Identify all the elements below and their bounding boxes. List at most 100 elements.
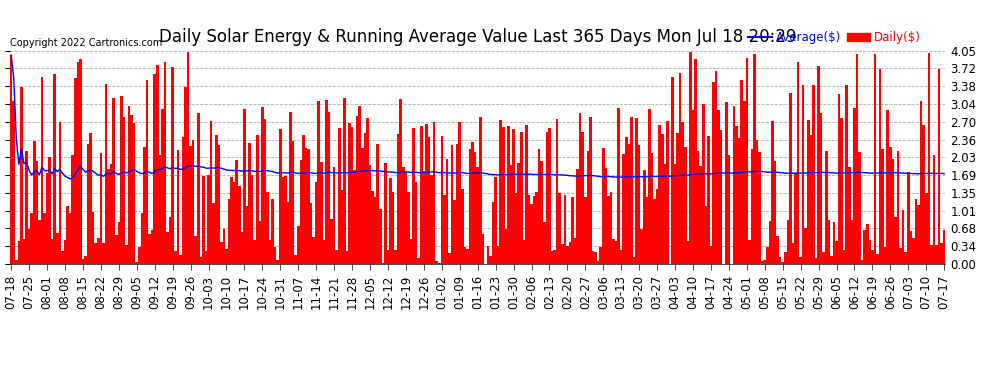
Bar: [868, 240, 871, 264]
Bar: [384, 163, 387, 264]
Bar: [213, 203, 215, 264]
Bar: [755, 140, 758, 264]
Bar: [353, 170, 356, 264]
Bar: [94, 243, 97, 264]
Bar: [166, 232, 169, 264]
Bar: [415, 182, 418, 264]
Bar: [407, 192, 410, 264]
Bar: [850, 220, 853, 264]
Bar: [881, 149, 884, 264]
Bar: [792, 243, 794, 264]
Bar: [658, 125, 661, 264]
Bar: [148, 234, 150, 264]
Bar: [258, 221, 261, 264]
Bar: [261, 107, 263, 264]
Bar: [171, 67, 174, 264]
Bar: [463, 247, 466, 264]
Bar: [471, 142, 474, 264]
Bar: [423, 171, 425, 264]
Bar: [58, 122, 61, 264]
Bar: [287, 202, 289, 264]
Bar: [710, 246, 712, 264]
Bar: [828, 220, 830, 264]
Bar: [786, 220, 789, 264]
Bar: [248, 143, 250, 264]
Bar: [453, 200, 455, 264]
Bar: [448, 253, 450, 264]
Bar: [815, 258, 818, 264]
Bar: [433, 122, 436, 264]
Bar: [515, 193, 518, 264]
Bar: [523, 240, 525, 264]
Bar: [205, 251, 207, 264]
Bar: [126, 245, 128, 264]
Bar: [666, 121, 668, 264]
Bar: [146, 81, 148, 264]
Bar: [128, 106, 131, 264]
Bar: [53, 74, 56, 264]
Bar: [725, 102, 728, 264]
Bar: [820, 113, 823, 264]
Bar: [46, 173, 49, 264]
Bar: [115, 235, 118, 264]
Bar: [307, 149, 310, 264]
Bar: [940, 243, 942, 264]
Bar: [502, 127, 505, 264]
Bar: [507, 126, 510, 264]
Bar: [305, 148, 307, 264]
Bar: [866, 224, 868, 264]
Bar: [202, 176, 205, 264]
Bar: [123, 117, 126, 264]
Bar: [597, 261, 599, 264]
Bar: [289, 112, 292, 264]
Bar: [26, 152, 28, 264]
Bar: [81, 259, 84, 264]
Bar: [594, 252, 597, 264]
Bar: [833, 222, 836, 264]
Bar: [892, 159, 894, 264]
Bar: [302, 135, 305, 264]
Bar: [925, 193, 928, 264]
Bar: [238, 186, 241, 264]
Bar: [292, 141, 294, 264]
Bar: [268, 240, 271, 264]
Bar: [863, 230, 866, 264]
Bar: [156, 65, 158, 264]
Bar: [197, 114, 200, 264]
Bar: [825, 152, 828, 264]
Bar: [548, 128, 550, 264]
Bar: [315, 182, 318, 264]
Bar: [271, 200, 274, 264]
Bar: [655, 189, 658, 264]
Bar: [176, 150, 179, 264]
Bar: [397, 134, 400, 264]
Bar: [241, 232, 244, 264]
Bar: [136, 261, 138, 264]
Bar: [436, 261, 438, 264]
Bar: [643, 170, 645, 264]
Bar: [510, 165, 512, 264]
Bar: [531, 204, 533, 264]
Bar: [474, 152, 476, 264]
Bar: [920, 101, 923, 264]
Bar: [620, 250, 623, 264]
Bar: [638, 144, 641, 264]
Bar: [438, 263, 441, 264]
Bar: [476, 167, 479, 264]
Bar: [907, 172, 910, 264]
Bar: [550, 251, 553, 264]
Bar: [774, 161, 776, 264]
Bar: [381, 263, 384, 264]
Bar: [855, 54, 858, 264]
Bar: [446, 159, 448, 264]
Bar: [692, 110, 694, 264]
Bar: [853, 108, 855, 264]
Bar: [776, 236, 779, 264]
Bar: [563, 195, 566, 264]
Bar: [418, 258, 420, 264]
Bar: [876, 254, 879, 264]
Bar: [458, 122, 461, 264]
Bar: [50, 239, 53, 264]
Bar: [110, 164, 113, 264]
Bar: [179, 255, 181, 264]
